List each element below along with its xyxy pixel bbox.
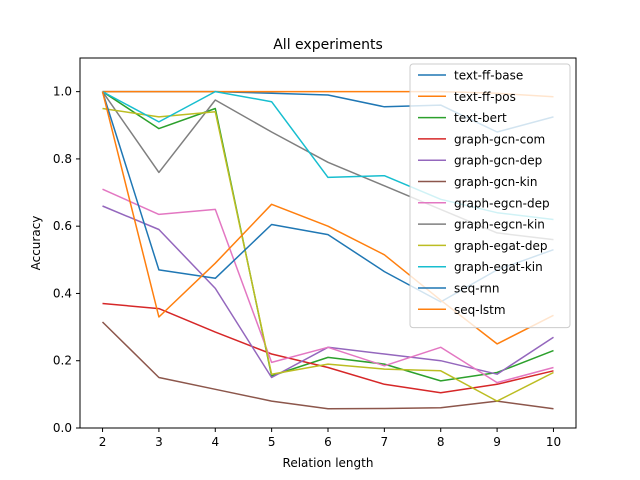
legend-entry: graph-egat-dep [454, 239, 547, 253]
x-tick-label: 8 [437, 435, 445, 449]
legend-box [409, 63, 571, 329]
legend: text-ff-base text-ff-pos text-bert graph-gc… [409, 63, 571, 329]
legend-entry: graph-gcn-dep [454, 154, 542, 168]
y-tick-label: 1.0 [53, 85, 72, 99]
y-tick-label: 0.4 [53, 286, 72, 300]
x-tick-label: 10 [546, 435, 561, 449]
series-line-text-bert [102, 90, 554, 382]
legend-entry: seq-rnn [454, 282, 500, 296]
legend-entry: text-ff-base [454, 69, 523, 83]
x-tick-label: 2 [99, 435, 107, 449]
legend-entry: graph-gcn-com [454, 132, 545, 146]
x-tick-label: 4 [211, 435, 219, 449]
legend-entry: graph-gcn-kin [454, 175, 538, 189]
x-tick-label: 5 [268, 435, 276, 449]
legend-entry: seq-lstm [454, 303, 506, 317]
y-tick-label: 0.2 [53, 354, 72, 368]
y-axis-ticks: 0.0 0.2 0.4 0.6 0.8 1.0 [53, 85, 80, 435]
legend-entry: text-ff-pos [454, 90, 516, 104]
x-axis-ticks: 2 3 4 5 6 7 8 9 10 [99, 428, 561, 449]
y-tick-label: 0.8 [53, 152, 72, 166]
y-tick-label: 0.0 [53, 421, 72, 435]
x-tick-label: 6 [324, 435, 332, 449]
series-line-graph-egcn-dep [102, 188, 554, 384]
legend-entry: graph-egcn-kin [454, 218, 545, 232]
series-line-graph-gcn-kin [101, 321, 554, 410]
series-line-graph-egat-dep [102, 107, 554, 402]
series-line-seq-lstm [101, 91, 554, 345]
legend-entry: graph-egcn-dep [454, 196, 550, 210]
x-tick-label: 3 [155, 435, 163, 449]
y-axis-label: Accuracy [29, 216, 43, 271]
y-tick-label: 0.6 [53, 219, 72, 233]
legend-entry: graph-egat-kin [454, 260, 543, 274]
x-tick-label: 9 [493, 435, 501, 449]
x-tick-label: 7 [381, 435, 389, 449]
series-line-graph-gcn-com [102, 302, 554, 394]
chart-title: All experiments [273, 37, 383, 53]
x-axis-label: Relation length [283, 456, 374, 470]
legend-entry: text-bert [454, 111, 507, 125]
